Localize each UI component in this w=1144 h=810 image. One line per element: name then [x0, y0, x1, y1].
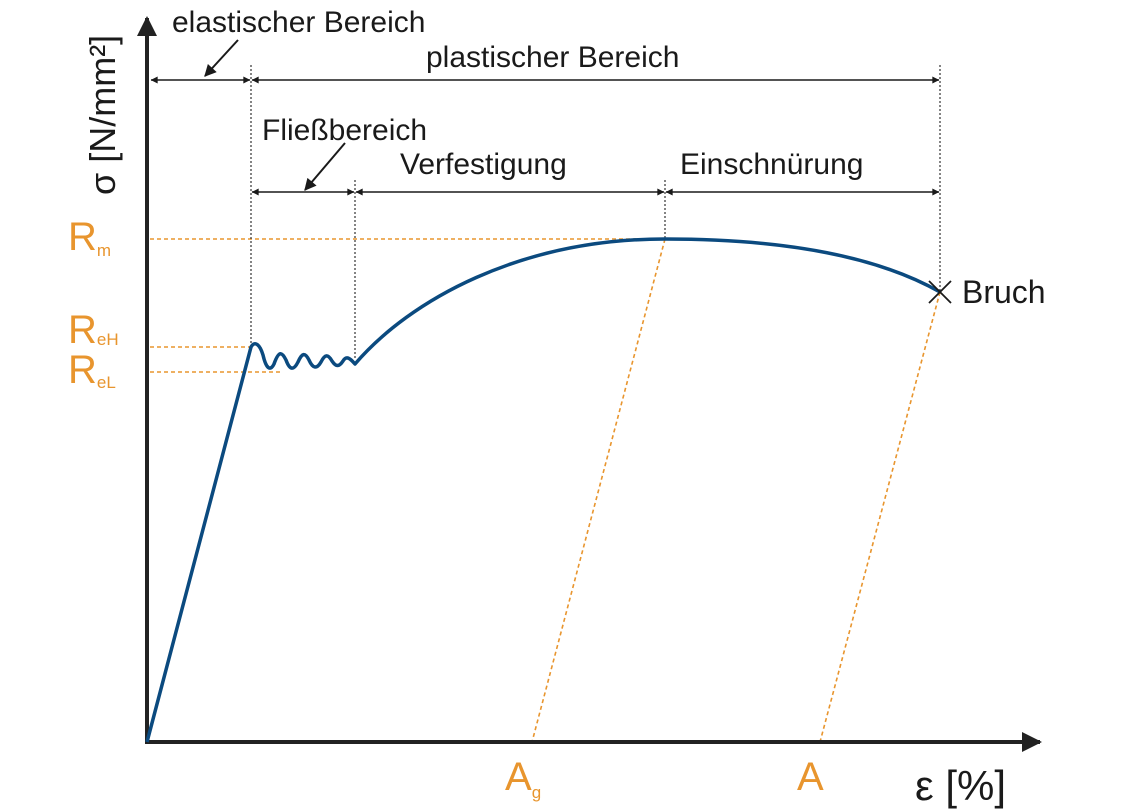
hardening-region-label: Verfestigung	[400, 148, 567, 181]
yield-region-label: Fließbereich	[262, 114, 427, 147]
region-boundaries	[250, 65, 941, 360]
x-cross-icon	[928, 280, 952, 304]
necking-region-label: Einschnürung	[680, 148, 863, 181]
fracture-label: Bruch	[962, 274, 1046, 310]
helper-lines	[150, 238, 941, 743]
x-axis-label: ε [%]	[915, 762, 1006, 809]
dimension-arrows	[150, 39, 940, 196]
elastic-region-label: elastischer Bereich	[172, 6, 425, 39]
ag-label: Ag	[505, 755, 541, 802]
yield-leader-arrow	[304, 142, 346, 191]
plastic-region-label: plastischer Bereich	[426, 41, 679, 74]
rm-label: Rm	[68, 215, 111, 260]
ag-unload-line	[531, 238, 666, 743]
reh-label: ReH	[68, 308, 119, 352]
a-label: A	[797, 755, 824, 799]
elastic-leader-arrow	[204, 39, 239, 77]
stress-strain-curve	[145, 237, 941, 743]
y-axis-label: σ [N/mm²]	[82, 35, 123, 195]
axes	[137, 16, 1042, 752]
rel-label: ReL	[68, 348, 116, 392]
a-unload-line	[819, 291, 941, 743]
